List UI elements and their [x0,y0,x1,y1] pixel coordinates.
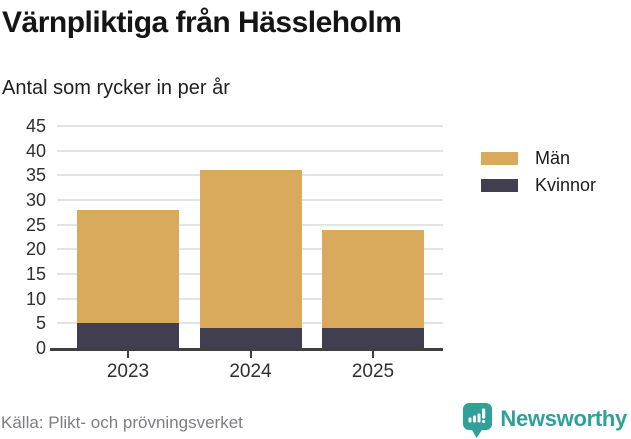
newsworthy-icon [463,403,493,438]
y-axis-label: 45 [25,116,46,136]
x-axis-tick [127,351,129,358]
bar-segment-man [77,209,179,324]
x-axis-label: 2024 [229,361,272,382]
chart-title: Värnpliktiga från Hässleholm [2,6,402,39]
y-axis-label: 35 [25,165,46,186]
x-axis-label: 2023 [106,361,150,382]
y-axis-label: 25 [25,214,46,235]
bar-segment-man [199,170,302,329]
legend-label: Kvinnor [535,174,597,195]
bar-segment-man [322,229,424,329]
bar-segment-kvinnor [77,323,179,348]
x-axis-tick [249,351,252,358]
legend-swatch [481,151,518,165]
y-axis-label: 0 [35,338,46,358]
legend: Män Kvinnor [481,147,597,203]
y-axis-label: 5 [35,313,46,334]
source-note: Källa: Plikt- och prövningsverket [1,413,243,432]
brand-logo: Newsworthy [463,403,627,438]
x-axis-tick [372,351,374,358]
legend-label: Män [535,147,571,168]
chart-subtitle: Antal som rycker in per år [2,77,230,99]
y-axis-label: 20 [25,239,46,260]
legend-swatch [481,178,518,192]
brand-name: Newsworthy [500,406,627,431]
x-axis-line [50,348,443,351]
y-axis-label: 40 [25,140,46,161]
gridline [57,149,443,152]
legend-item-women: Kvinnor [481,174,597,195]
gridline [57,125,443,127]
bar-segment-kvinnor [322,328,424,348]
y-axis-label: 15 [25,264,46,284]
y-axis-label: 10 [25,288,46,309]
y-axis-label: 30 [25,190,46,210]
x-axis-label: 2025 [351,361,395,382]
legend-item-men: Män [481,147,596,168]
bar-segment-kvinnor [199,328,302,348]
